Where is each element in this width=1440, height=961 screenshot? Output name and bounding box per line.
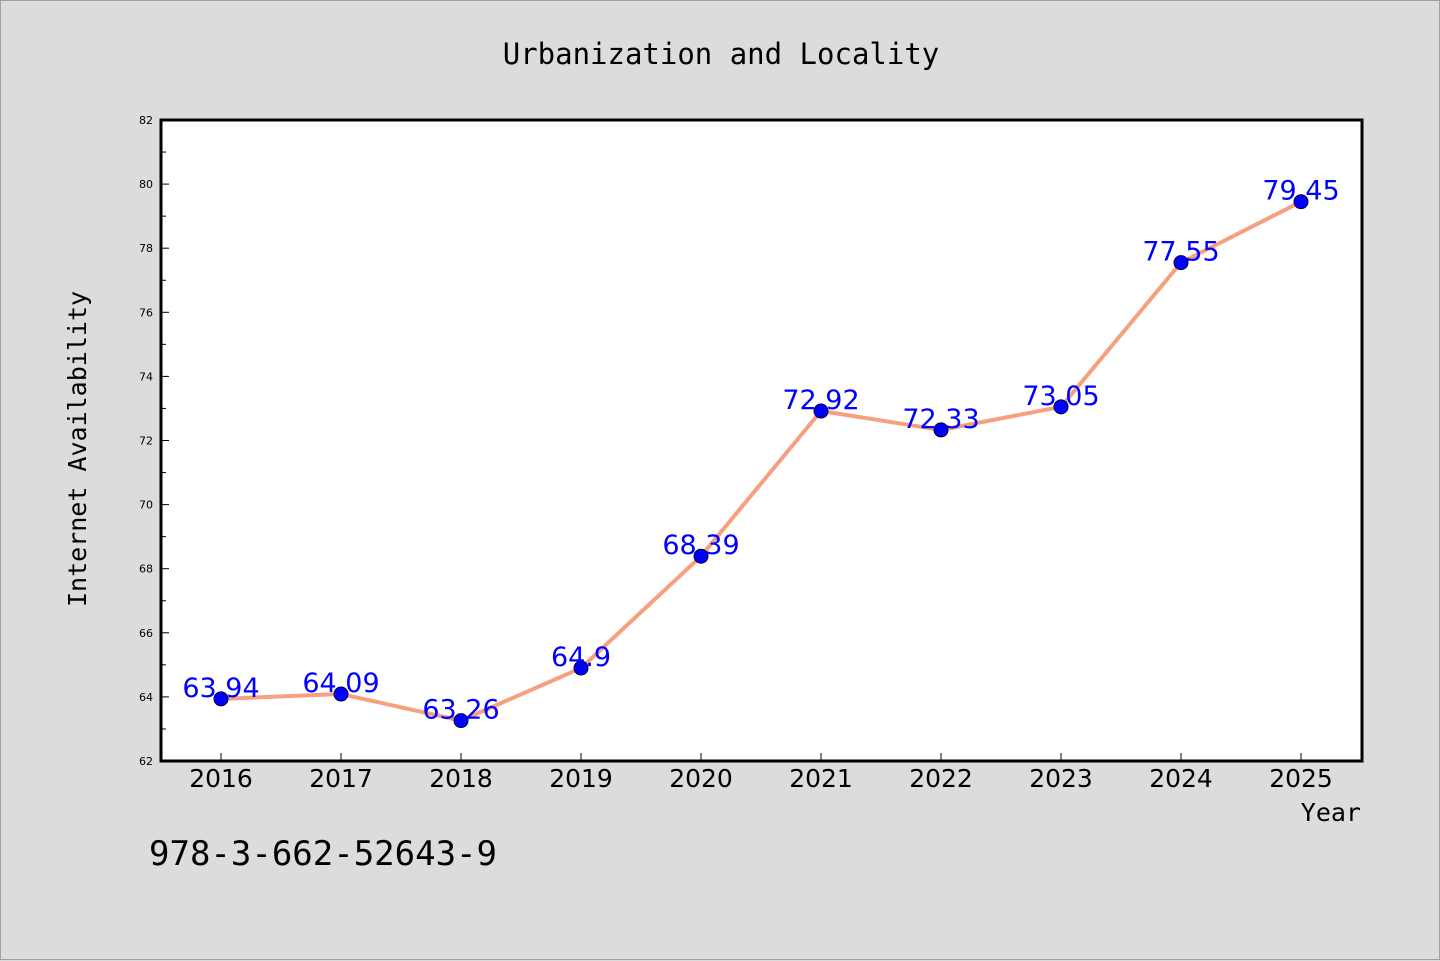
data-point-marker: [813, 403, 829, 419]
plot-area: [159, 118, 1364, 763]
data-point-marker: [333, 686, 349, 702]
series-line: [219, 199, 1303, 723]
x-tick-label: 2016: [189, 764, 253, 793]
y-tick-label: 70: [139, 499, 153, 512]
data-point-marker: [453, 713, 469, 729]
y-tick-label: 62: [139, 755, 153, 768]
y-tick-label: 80: [139, 178, 153, 191]
y-axis-label: Internet Availability: [63, 291, 92, 607]
data-point-marker: [213, 691, 229, 707]
data-label: 64.9: [551, 642, 611, 673]
y-tick-label: 72: [139, 435, 153, 448]
data-label: 79.45: [1262, 176, 1339, 207]
data-label: 64.09: [302, 668, 379, 699]
y-tick-label: 82: [139, 114, 153, 127]
y-tick-label: 64: [139, 691, 153, 704]
data-point-marker: [1053, 399, 1069, 415]
series-layer: 63.94 64.09 63.26 64.9 68.39 72.92 72.33 73.05 7…: [182, 176, 1340, 729]
data-point-marker: [933, 422, 949, 438]
data-label: 68.39: [662, 530, 739, 561]
data-label: 72.92: [782, 385, 859, 416]
y-axis-ticks: 62 64 66 68 70 72 74 76 78 80 82: [139, 114, 169, 768]
data-point-marker: [573, 660, 589, 676]
x-axis-label: Year: [1301, 798, 1361, 827]
x-tick-label: 2017: [309, 764, 373, 793]
data-label: 77.55: [1142, 237, 1219, 268]
x-tick-label: 2018: [429, 764, 493, 793]
data-label: 73.05: [1022, 381, 1099, 412]
x-tick-label: 2023: [1029, 764, 1093, 793]
y-tick-label: 68: [139, 563, 153, 576]
y-tick-label: 78: [139, 242, 153, 255]
chart-title: Urbanization and Locality: [503, 37, 940, 71]
data-point-marker: [1293, 194, 1309, 210]
x-axis-ticks: 2016 2017 2018 2019 2020 2021 2022 2023 2024 2025: [189, 753, 1333, 793]
data-label: 63.26: [422, 695, 499, 726]
data-point-marker: [1173, 255, 1189, 271]
y-tick-label: 76: [139, 306, 153, 319]
data-label: 72.33: [902, 404, 979, 435]
x-tick-label: 2019: [549, 764, 613, 793]
y-tick-label: 74: [139, 370, 153, 383]
isbn-footer: 978-3-662-52643-9: [149, 834, 497, 874]
x-tick-label: 2020: [669, 764, 733, 793]
x-tick-label: 2025: [1269, 764, 1333, 793]
x-tick-label: 2022: [909, 764, 973, 793]
data-label: 63.94: [182, 673, 259, 704]
x-tick-label: 2021: [789, 764, 853, 793]
data-point-marker: [693, 548, 709, 564]
x-tick-label: 2024: [1149, 764, 1213, 793]
y-tick-label: 66: [139, 627, 153, 640]
